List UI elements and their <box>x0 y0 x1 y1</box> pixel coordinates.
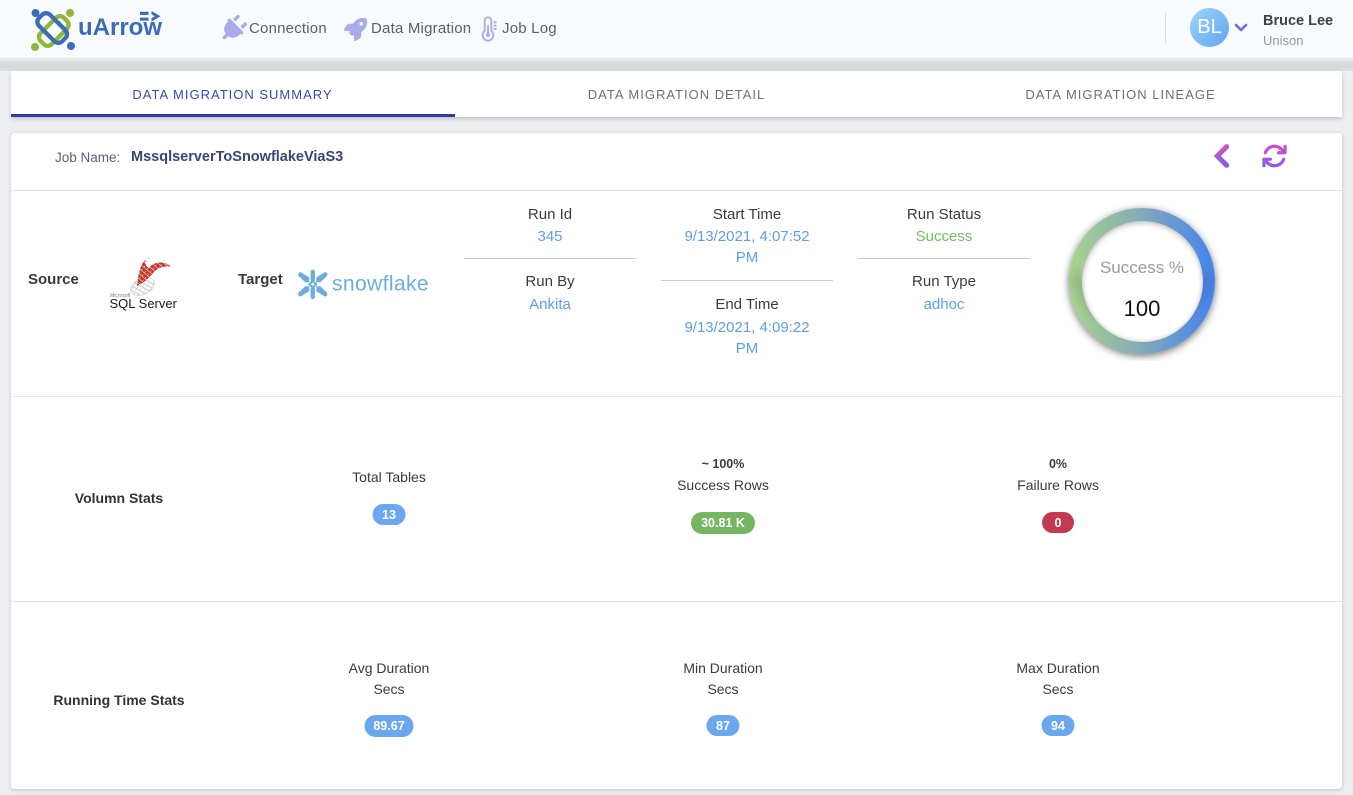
svg-text:Microsoft: Microsoft <box>110 293 131 299</box>
svg-text:snowflake: snowflake <box>332 273 429 296</box>
svg-text:SQL Server: SQL Server <box>110 296 178 311</box>
